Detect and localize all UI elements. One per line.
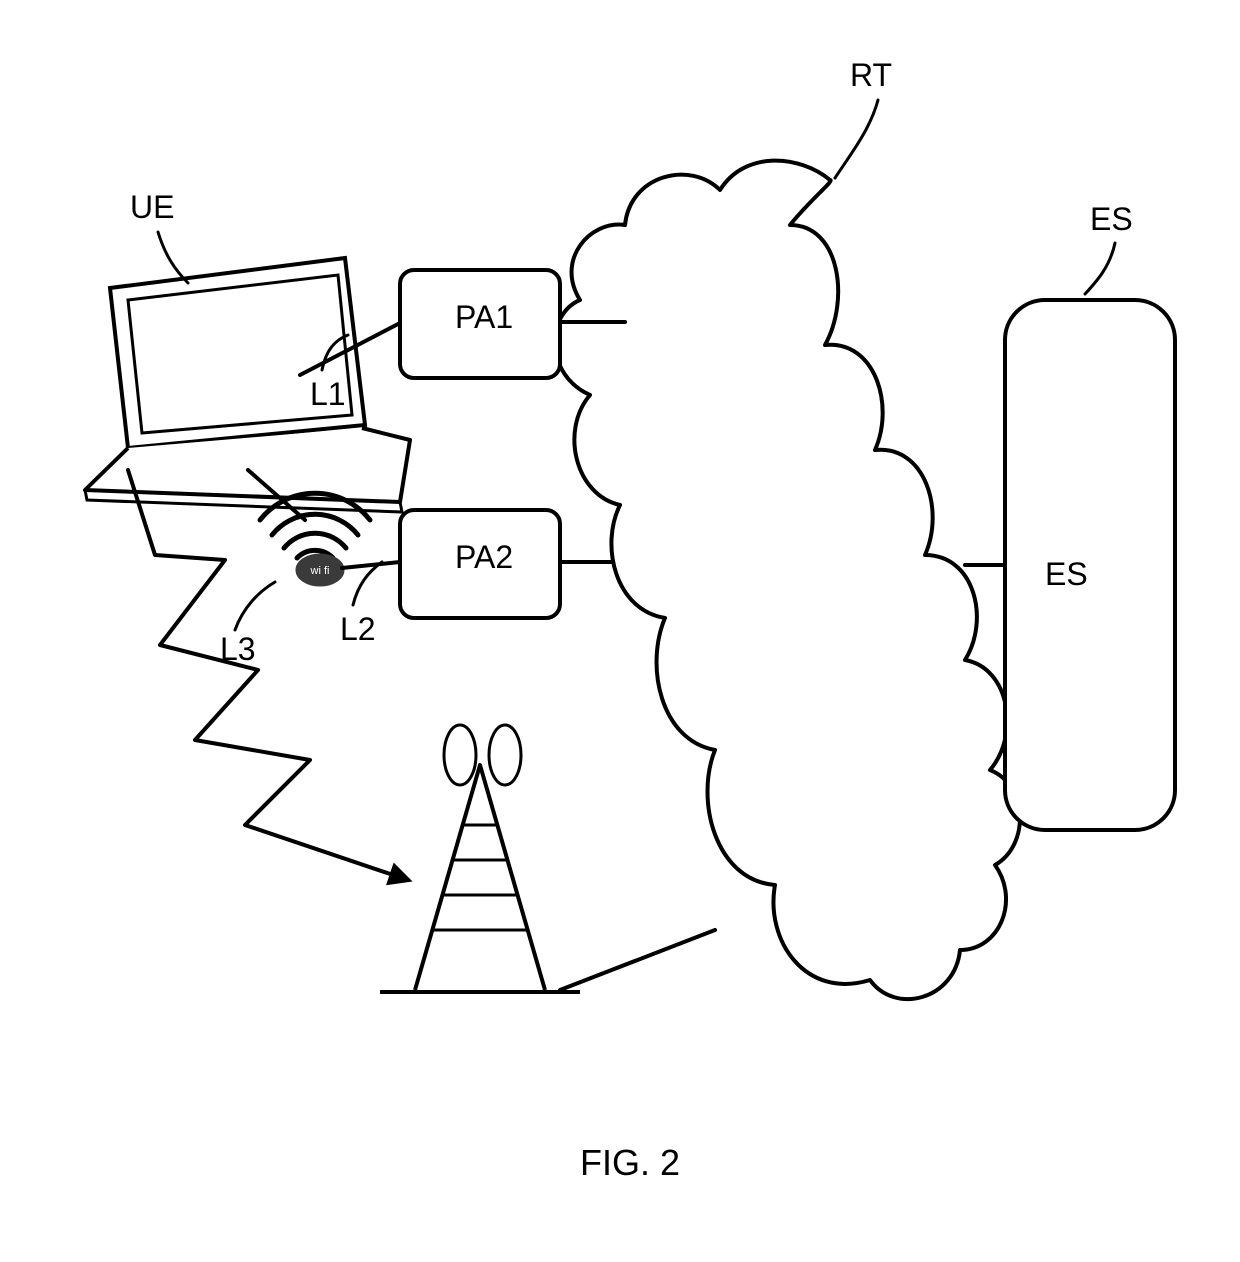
label-pa2: PA2 <box>455 539 513 575</box>
tower-dish-right <box>489 725 521 785</box>
tower-dish-left <box>444 725 476 785</box>
label-l3: L3 <box>220 631 256 667</box>
label-l2: L2 <box>340 611 376 647</box>
label-l1: L1 <box>310 376 346 412</box>
label-ue: UE <box>130 189 174 225</box>
label-es2: ES <box>1045 556 1088 592</box>
label-fig: FIG. 2 <box>580 1142 680 1183</box>
es-box <box>1005 300 1175 830</box>
label-rt: RT <box>850 57 892 93</box>
label-es1: ES <box>1090 201 1133 237</box>
wifi-text: wi fi <box>310 565 330 577</box>
label-pa1: PA1 <box>455 299 513 335</box>
